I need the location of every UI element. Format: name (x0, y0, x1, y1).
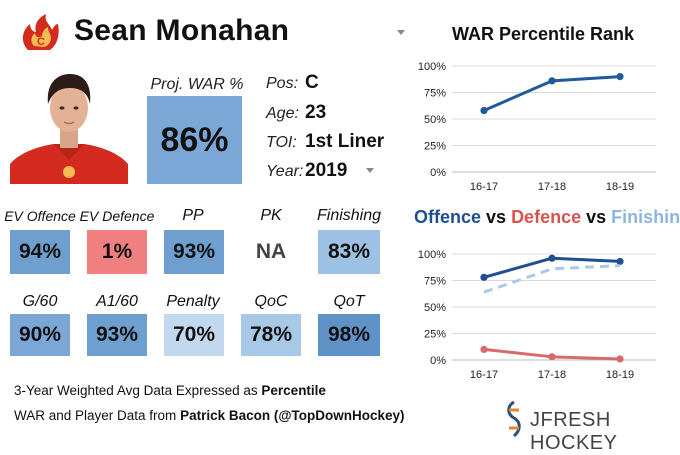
chart-2-title-vs-1: vs (481, 207, 512, 227)
info-value-toi: 1st Liner (305, 131, 385, 152)
tile-value-qot: 98% (327, 323, 371, 346)
player-name: Sean Monahan (74, 14, 290, 47)
chart-2-xtick-label: 18-19 (606, 369, 634, 381)
player-dropdown-icon[interactable] (397, 30, 405, 35)
footer-line-2: WAR and Player Data from Patrick Bacon (… (14, 408, 405, 423)
tile-label-finishing: Finishing (316, 207, 382, 224)
footer-line-2-prefix: WAR and Player Data from (14, 408, 181, 423)
chart-2-defence-point (480, 345, 488, 353)
tile-pk: NA (241, 230, 301, 274)
chart-2-defence-point (616, 355, 624, 363)
info-label-pos: Pos: (266, 75, 299, 92)
brand-name: JFRESH HOCKEY (530, 409, 618, 454)
chart-2-xtick-label: 16-17 (470, 369, 498, 381)
flames-logo: C (18, 12, 62, 54)
info-label-year: Year: (266, 163, 304, 180)
info-value-year: 2019 (305, 160, 348, 181)
chart-2-title-vs-2: vs (581, 207, 612, 227)
jfresh-logo-icon (503, 400, 525, 440)
chart-1-title: WAR Percentile Rank (452, 24, 635, 44)
info-label-toi: TOI: (266, 134, 297, 151)
chart-2-offence-point (548, 254, 556, 262)
tile-value-pp: 93% (172, 240, 216, 263)
chart-2-offence-point (616, 257, 624, 266)
tile-qoc: 78% (241, 314, 301, 356)
info-value-pos: C (305, 72, 319, 93)
tile-qot: 98% (318, 314, 380, 356)
tile-value-penalty: 70% (172, 323, 216, 346)
tile-ev-offence: 94% (10, 230, 70, 274)
proj-war-value: 86% (160, 120, 229, 159)
chart-1-series-point (616, 73, 624, 81)
chart-1-series-point (480, 106, 488, 115)
tile-label-a160: A1/60 (96, 293, 138, 310)
chart-1-ytick-label: 75% (424, 88, 446, 100)
tile-label-pp: PP (182, 207, 204, 224)
chart-2-ytick-label: 75% (424, 276, 446, 288)
footer-line-1-prefix: 3-Year Weighted Avg Data Expressed as (14, 383, 262, 398)
tile-value-qoc: 78% (249, 323, 293, 346)
tile-a160: 93% (87, 314, 147, 356)
player-photo (10, 68, 128, 184)
info-label-age: Age: (266, 105, 299, 122)
tile-value-finishing: 83% (327, 240, 371, 263)
chart-2-defence-point (548, 353, 556, 361)
proj-war-tile: 86% (147, 96, 242, 184)
tile-label-ev-offence: EV Offence (4, 208, 76, 224)
chart-offence-defence-finishing: 0% 25% 50% 75% 100% 16-17 17-18 18-19 (418, 249, 656, 381)
chart-1-ytick-label: 0% (430, 167, 446, 179)
year-dropdown-icon[interactable] (366, 168, 374, 173)
chart-1-series-point (548, 77, 556, 85)
info-value-age: 23 (305, 102, 327, 123)
chart-1-ytick-label: 50% (424, 114, 446, 126)
chart-2-title-finishing: Finishing (611, 207, 680, 227)
chart-2-ytick-label: 100% (418, 249, 446, 261)
tile-value-ev-offence: 94% (18, 240, 62, 263)
proj-war-label: Proj. WAR % (150, 76, 244, 93)
chart-2-ytick-label: 25% (424, 329, 446, 341)
tile-value-a160: 93% (95, 323, 139, 346)
chart-1-xtick-label: 16-17 (470, 181, 498, 193)
chart-2-ytick-label: 50% (424, 302, 446, 314)
chart-1-xtick-label: 18-19 (606, 181, 634, 193)
chart-2-title-offence: Offence (414, 207, 482, 227)
tile-label-qoc: QoC (254, 293, 288, 310)
tile-label-ev-defence: EV Defence (79, 208, 155, 224)
chart-2-title-defence: Defence (511, 207, 582, 227)
chart-2-ytick-label: 0% (430, 355, 446, 367)
tile-pp: 93% (164, 230, 224, 274)
chart-2-finishing-line (483, 264, 621, 294)
tile-g60: 90% (10, 314, 70, 356)
chart-war-percentile: 0% 25% 50% 75% 100% 16-17 17-18 18-19 (418, 61, 656, 193)
tile-ev-defence: 1% (87, 230, 147, 274)
tile-penalty: 70% (164, 314, 224, 356)
tile-value-ev-defence: 1% (101, 240, 133, 263)
tile-label-pk: PK (260, 207, 282, 224)
tile-finishing: 83% (318, 230, 380, 274)
footer-line-1-bold: Percentile (261, 383, 326, 398)
footer-line-2-bold: Patrick Bacon (@TopDownHockey) (180, 408, 405, 423)
tile-label-g60: G/60 (22, 293, 58, 310)
chart-1-xtick-label: 17-18 (538, 181, 566, 193)
tile-label-penalty: Penalty (166, 293, 220, 310)
footer-line-1: 3-Year Weighted Avg Data Expressed as Pe… (14, 383, 326, 398)
tile-value-pk: NA (255, 240, 287, 263)
chart-2-offence-point (480, 273, 488, 281)
tile-label-qot: QoT (333, 293, 365, 310)
tile-value-g60: 90% (18, 323, 62, 346)
svg-text:C: C (37, 36, 45, 48)
chart-1-ytick-label: 100% (418, 61, 446, 73)
chart-2-xtick-label: 17-18 (538, 369, 566, 381)
chart-1-ytick-label: 25% (424, 141, 446, 153)
chart-2-title: Offence vs Defence vs Finishing (414, 207, 680, 228)
